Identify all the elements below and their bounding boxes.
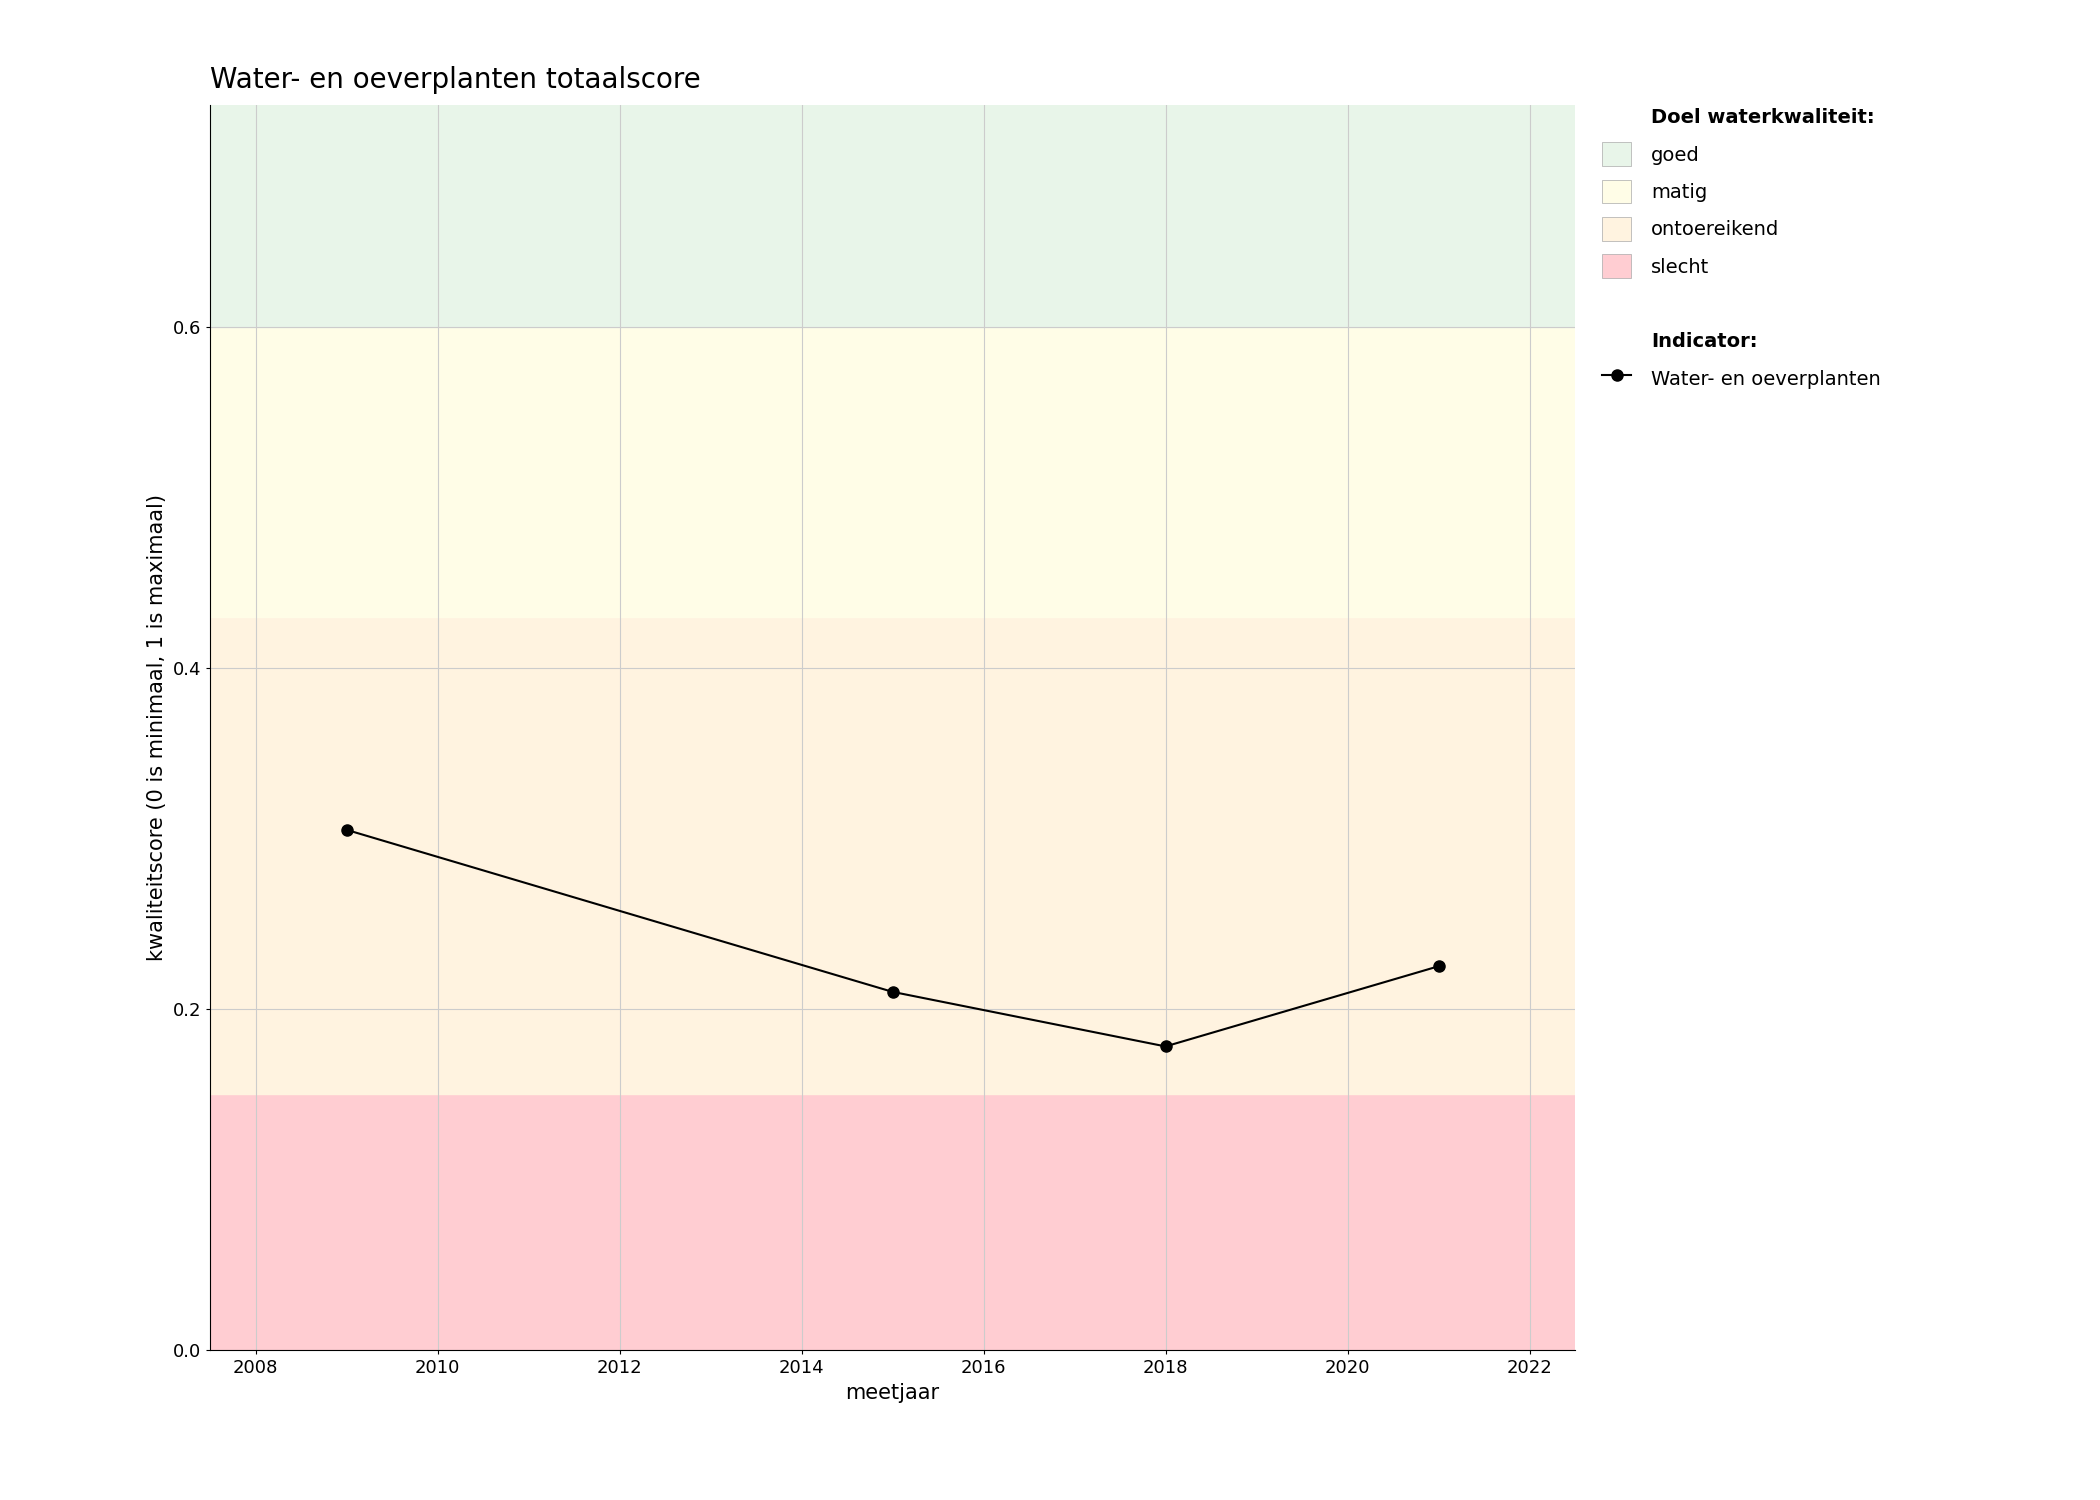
X-axis label: meetjaar: meetjaar [846,1383,939,1402]
Text: Water- en oeverplanten totaalscore: Water- en oeverplanten totaalscore [210,66,701,94]
Bar [210,105,1575,327]
Y-axis label: kwaliteitscore (0 is minimaal, 1 is maximaal): kwaliteitscore (0 is minimaal, 1 is maxi… [147,494,166,962]
Bar [210,1094,1575,1350]
Bar [210,327,1575,616]
Legend: Doel waterkwaliteit:, goed, matig, ontoereikend, slecht,  , Indicator:, Water- e: Doel waterkwaliteit:, goed, matig, ontoe… [1602,105,1882,390]
Bar [210,616,1575,1094]
